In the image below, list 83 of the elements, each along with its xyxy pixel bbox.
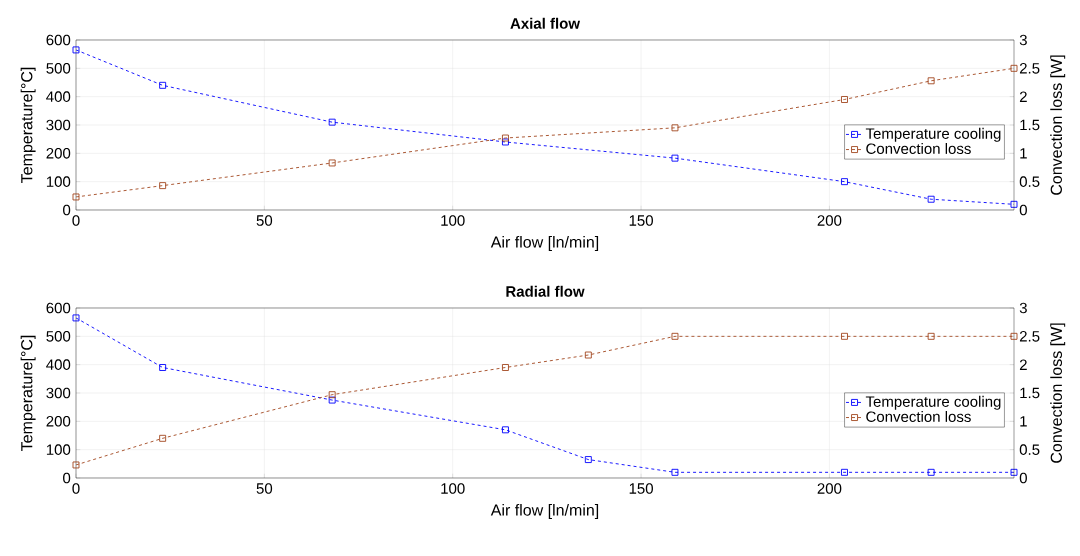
point <box>671 468 679 476</box>
y2-axis-title: Convection loss [W] <box>1050 323 1066 463</box>
point <box>328 391 336 399</box>
point <box>841 178 848 186</box>
y2-tick-label: 0.5 <box>1019 176 1040 187</box>
y-tick-label: 600 <box>46 302 71 314</box>
y2-tick-label: 3 <box>1019 34 1027 46</box>
y2-tick-label: 2 <box>1019 359 1027 370</box>
x-tick-label: 0 <box>72 215 80 226</box>
point <box>72 46 80 54</box>
y-tick-label: 200 <box>46 416 71 427</box>
y2-tick-label: 1.5 <box>1020 119 1040 131</box>
point <box>927 77 935 85</box>
point <box>1010 64 1018 72</box>
y-tick-label: 500 <box>46 63 71 74</box>
point <box>159 81 167 89</box>
x-tick-label: 0 <box>72 483 80 494</box>
point <box>1010 468 1018 476</box>
y-tick-label: 300 <box>46 387 71 399</box>
x-tick-label: 200 <box>817 483 842 494</box>
x-axis-title: Air flow [ln/min] <box>490 236 599 251</box>
y-tick-label: 100 <box>46 444 71 455</box>
x-tick-label: 200 <box>817 215 842 226</box>
point <box>328 118 336 126</box>
point <box>502 134 509 142</box>
x-tick-label: 150 <box>629 215 653 226</box>
point <box>1010 200 1018 208</box>
point <box>502 138 509 146</box>
point <box>159 182 167 190</box>
y2-axis-title: Convection loss [W] <box>1050 55 1066 195</box>
y-tick-label: 600 <box>46 34 71 46</box>
legend-label: Convection loss <box>866 410 971 422</box>
point <box>502 364 509 371</box>
x-tick-label: 100 <box>441 483 465 494</box>
chart-title: Axial flow <box>510 17 581 29</box>
y-tick-label: 0 <box>63 204 71 216</box>
y2-tick-label: 3 <box>1019 302 1027 314</box>
point <box>841 332 848 340</box>
point <box>841 468 848 476</box>
legend-label: Convection loss <box>866 142 971 154</box>
y-tick-label: 500 <box>46 331 71 342</box>
y-tick-label: 400 <box>46 91 71 102</box>
y2-tick-label: 2.5 <box>1019 331 1040 342</box>
point <box>159 364 167 371</box>
x-tick-label: 50 <box>256 215 273 226</box>
y-tick-label: 0 <box>63 472 71 484</box>
point <box>1010 332 1018 340</box>
y2-tick-label: 2.5 <box>1019 63 1040 74</box>
point <box>927 195 935 203</box>
point <box>584 456 592 464</box>
point <box>671 124 679 132</box>
y2-tick-label: 1 <box>1020 148 1027 159</box>
point <box>502 426 509 434</box>
y-tick-label: 100 <box>46 176 71 187</box>
y-axis-title: Temperature[°C] <box>20 67 36 183</box>
point <box>584 351 592 359</box>
y-axis-title: Temperature[°C] <box>20 335 36 451</box>
y-tick-label: 300 <box>46 119 71 131</box>
y2-tick-label: 2 <box>1019 91 1027 102</box>
y2-tick-label: 0 <box>1019 472 1027 484</box>
y2-tick-label: 1.5 <box>1020 387 1040 399</box>
x-tick-label: 50 <box>256 483 273 494</box>
legend-label: Temperature cooling <box>865 127 1001 142</box>
x-tick-label: 150 <box>629 483 653 494</box>
point <box>927 332 935 340</box>
y2-tick-label: 0 <box>1019 204 1027 216</box>
point <box>927 468 935 476</box>
point <box>328 159 336 167</box>
point <box>72 193 80 201</box>
x-tick-label: 100 <box>441 215 465 226</box>
y2-tick-label: 0.5 <box>1019 444 1040 455</box>
y2-tick-label: 1 <box>1020 416 1027 427</box>
chart-title: Radial flow <box>506 285 585 297</box>
point <box>671 332 679 340</box>
y-tick-label: 400 <box>46 359 71 370</box>
y-tick-label: 200 <box>46 148 71 159</box>
point <box>72 461 80 469</box>
x-axis-title: Air flow [ln/min] <box>490 504 599 519</box>
legend-label: Temperature cooling <box>865 395 1001 410</box>
point <box>159 434 167 442</box>
point <box>328 396 336 404</box>
point <box>72 314 80 322</box>
point <box>671 154 679 162</box>
